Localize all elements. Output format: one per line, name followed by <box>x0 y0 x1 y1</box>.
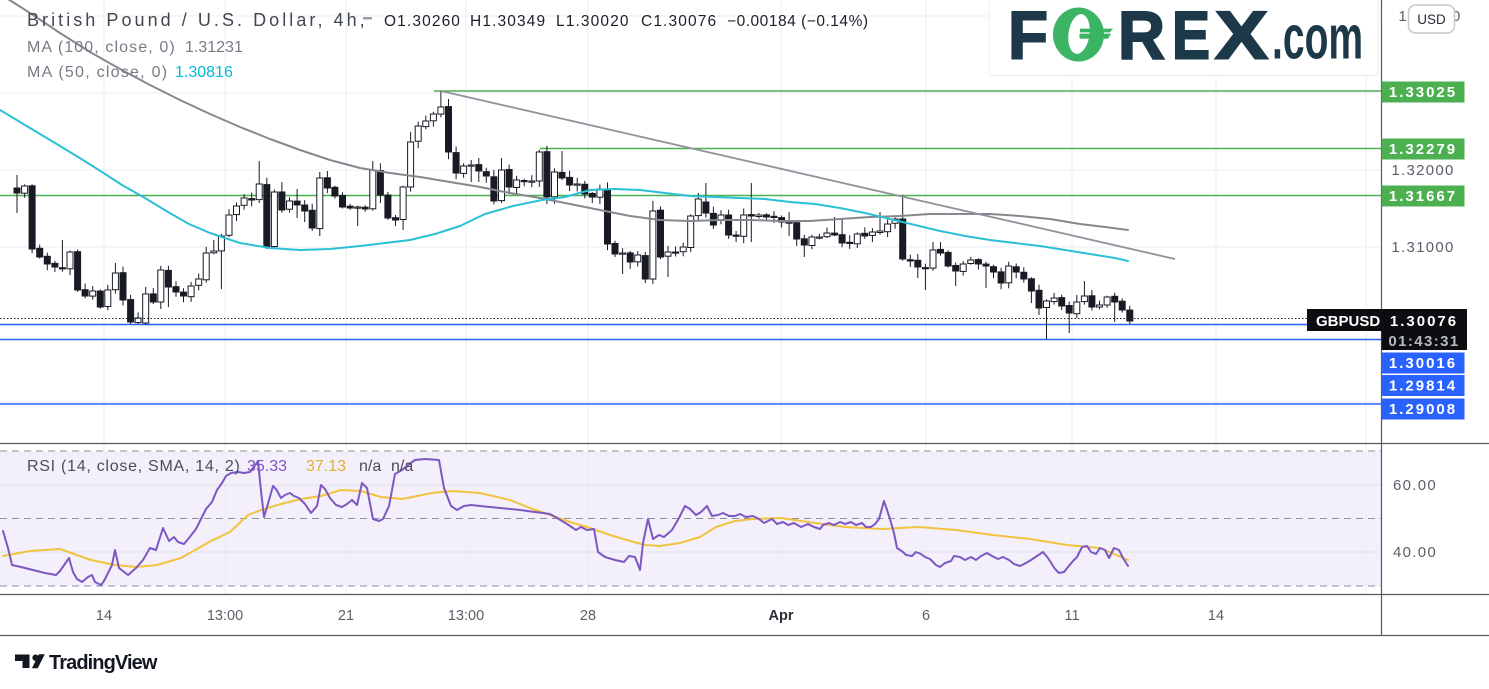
svg-text:40.00: 40.00 <box>1393 544 1437 561</box>
svg-text:n/a: n/a <box>359 458 381 475</box>
svg-text:.com: .com <box>1272 2 1363 71</box>
svg-text:1.32000: 1.32000 <box>1391 162 1454 179</box>
svg-text:60.00: 60.00 <box>1393 477 1437 494</box>
svg-text:British Pound / U.S. Dollar, 4: British Pound / U.S. Dollar, 4h, <box>27 10 368 30</box>
svg-text:MA (100, close, 0): MA (100, close, 0) <box>27 39 176 56</box>
svg-text:H1.30349: H1.30349 <box>470 13 546 30</box>
svg-text:1.31000: 1.31000 <box>1391 239 1454 256</box>
svg-text:C1.30076: C1.30076 <box>641 13 717 30</box>
svg-text:35.33: 35.33 <box>247 458 287 475</box>
svg-text:1.32279: 1.32279 <box>1389 141 1457 158</box>
svg-text:13:00: 13:00 <box>207 608 243 624</box>
svg-text:F: F <box>1008 0 1048 74</box>
svg-text:E: E <box>1172 0 1210 74</box>
svg-text:Apr: Apr <box>769 608 794 624</box>
svg-text:1.30076: 1.30076 <box>1390 313 1458 330</box>
svg-text:O1.30260: O1.30260 <box>384 13 461 30</box>
svg-text:1.29008: 1.29008 <box>1389 401 1457 418</box>
svg-text:21: 21 <box>338 608 354 624</box>
svg-text:RSI (14, close, SMA, 14, 2): RSI (14, close, SMA, 14, 2) <box>27 458 241 475</box>
svg-text:1.33025: 1.33025 <box>1389 84 1457 101</box>
svg-text:TradingView: TradingView <box>49 652 158 674</box>
svg-text:1.30816: 1.30816 <box>175 64 233 81</box>
svg-text:L1.30020: L1.30020 <box>556 13 630 30</box>
svg-text:14: 14 <box>96 608 112 624</box>
svg-text:1.29814: 1.29814 <box>1389 378 1457 395</box>
svg-text:13:00: 13:00 <box>448 608 484 624</box>
svg-text:1.31667: 1.31667 <box>1389 188 1457 205</box>
svg-text:28: 28 <box>580 608 596 624</box>
svg-text:n/a: n/a <box>391 458 413 475</box>
svg-text:MA (50, close, 0): MA (50, close, 0) <box>27 64 168 81</box>
svg-text:37.13: 37.13 <box>306 458 346 475</box>
svg-text:GBPUSD: GBPUSD <box>1316 313 1380 330</box>
svg-text:14: 14 <box>1208 608 1224 624</box>
svg-text:6: 6 <box>922 608 930 624</box>
svg-text:X: X <box>1215 0 1268 74</box>
svg-text:USD: USD <box>1417 12 1446 27</box>
svg-text:R: R <box>1118 0 1165 74</box>
svg-text:1.31231: 1.31231 <box>185 39 243 56</box>
svg-text:11: 11 <box>1064 608 1079 624</box>
svg-text:−0.00184 (−0.14%): −0.00184 (−0.14%) <box>727 13 869 30</box>
svg-text:01:43:31: 01:43:31 <box>1388 333 1459 350</box>
svg-text:1.30016: 1.30016 <box>1389 355 1457 372</box>
